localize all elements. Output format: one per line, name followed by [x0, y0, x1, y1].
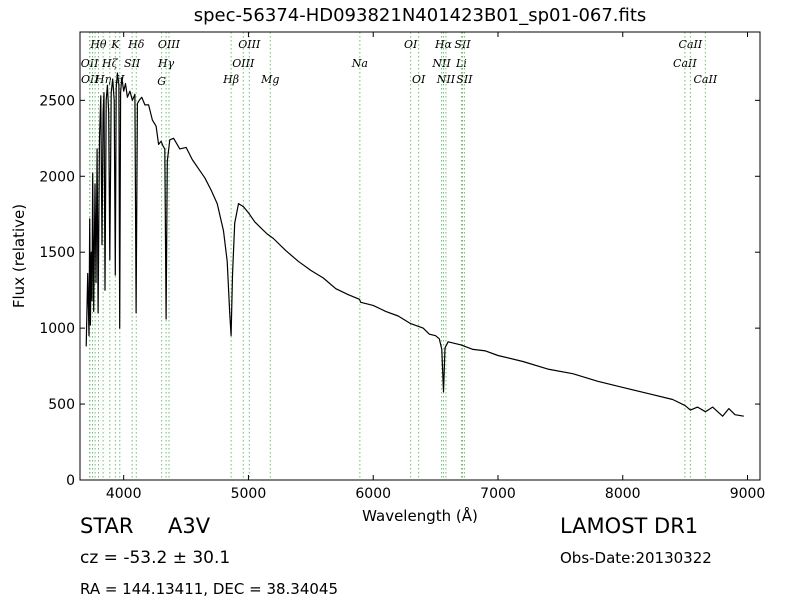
- redshift-cz-text: cz = -53.2 ± 30.1: [80, 548, 231, 568]
- line-marker-label: OIII: [232, 57, 255, 70]
- line-marker-label: H: [114, 73, 125, 86]
- series-layer: [85, 72, 744, 417]
- subclass-value: A3V: [168, 514, 211, 538]
- line-marker-label: Hδ: [127, 38, 145, 51]
- survey-name: LAMOST DR1: [560, 514, 699, 538]
- y-tick-label: 2500: [39, 93, 75, 109]
- x-tick-label: 9000: [730, 486, 766, 502]
- line-marker-label: OI: [404, 38, 418, 51]
- y-tick-label: 1500: [39, 245, 75, 261]
- line-marker-label: Hη: [94, 73, 112, 86]
- line-marker-label: Hθ: [89, 38, 107, 51]
- line-marker-label: Hζ: [101, 57, 119, 70]
- x-tick-label: 5000: [231, 486, 267, 502]
- line-marker-label: OII: [81, 57, 99, 70]
- line-marker-label: OIII: [238, 38, 261, 51]
- ticks-layer: 4000 5000 6000 7000 8000 9000 0 500 1000 1500 2000…: [39, 32, 765, 502]
- line-marker-label: K: [110, 38, 120, 51]
- line-marker-label: Hα: [434, 38, 453, 51]
- line-marker-label: SII: [456, 73, 473, 86]
- line-marker-label: NII: [431, 57, 451, 70]
- x-axis-label: Wavelength (Å): [362, 506, 478, 525]
- line-marker-label: Hγ: [157, 57, 175, 70]
- line-markers-layer: OIIOIIHθHηHζKHSIIHδGHγOIIIHβOIIIOIIIMgNa…: [81, 32, 718, 480]
- x-tick-label: 6000: [355, 486, 391, 502]
- line-marker-label: Mg: [260, 73, 279, 86]
- y-tick-label: 1000: [39, 321, 75, 337]
- x-tick-label: 7000: [480, 486, 516, 502]
- line-marker-label: Na: [351, 57, 368, 70]
- line-marker-label: OIII: [158, 38, 181, 51]
- spectrum-line: [85, 72, 744, 417]
- x-tick-label: 8000: [605, 486, 641, 502]
- line-marker-label: Li: [455, 57, 467, 70]
- x-tick-label: 4000: [106, 486, 142, 502]
- line-marker-label: G: [157, 75, 166, 88]
- y-tick-label: 0: [66, 473, 75, 489]
- line-marker-label: SII: [124, 57, 141, 70]
- ra-dec-text: RA = 144.13411, DEC = 38.34045: [80, 580, 339, 598]
- line-marker-label: OI: [412, 73, 426, 86]
- y-axis-label: Flux (relative): [10, 204, 28, 308]
- plot-frame: [79, 31, 761, 481]
- line-marker-label: CaII: [679, 38, 703, 51]
- observation-date: Obs-Date:20130322: [560, 549, 712, 567]
- line-marker-label: Hβ: [222, 73, 239, 86]
- chart-title: spec-56374-HD093821N401423B01_sp01-067.f…: [193, 5, 647, 26]
- y-tick-label: 2000: [39, 169, 75, 185]
- line-marker-label: CaII: [694, 73, 718, 86]
- line-marker-label: NII: [436, 73, 456, 86]
- line-marker-label: CaII: [673, 57, 697, 70]
- object-class-label: STAR: [80, 514, 134, 538]
- y-tick-label: 500: [48, 397, 75, 413]
- line-marker-label: SII: [454, 38, 471, 51]
